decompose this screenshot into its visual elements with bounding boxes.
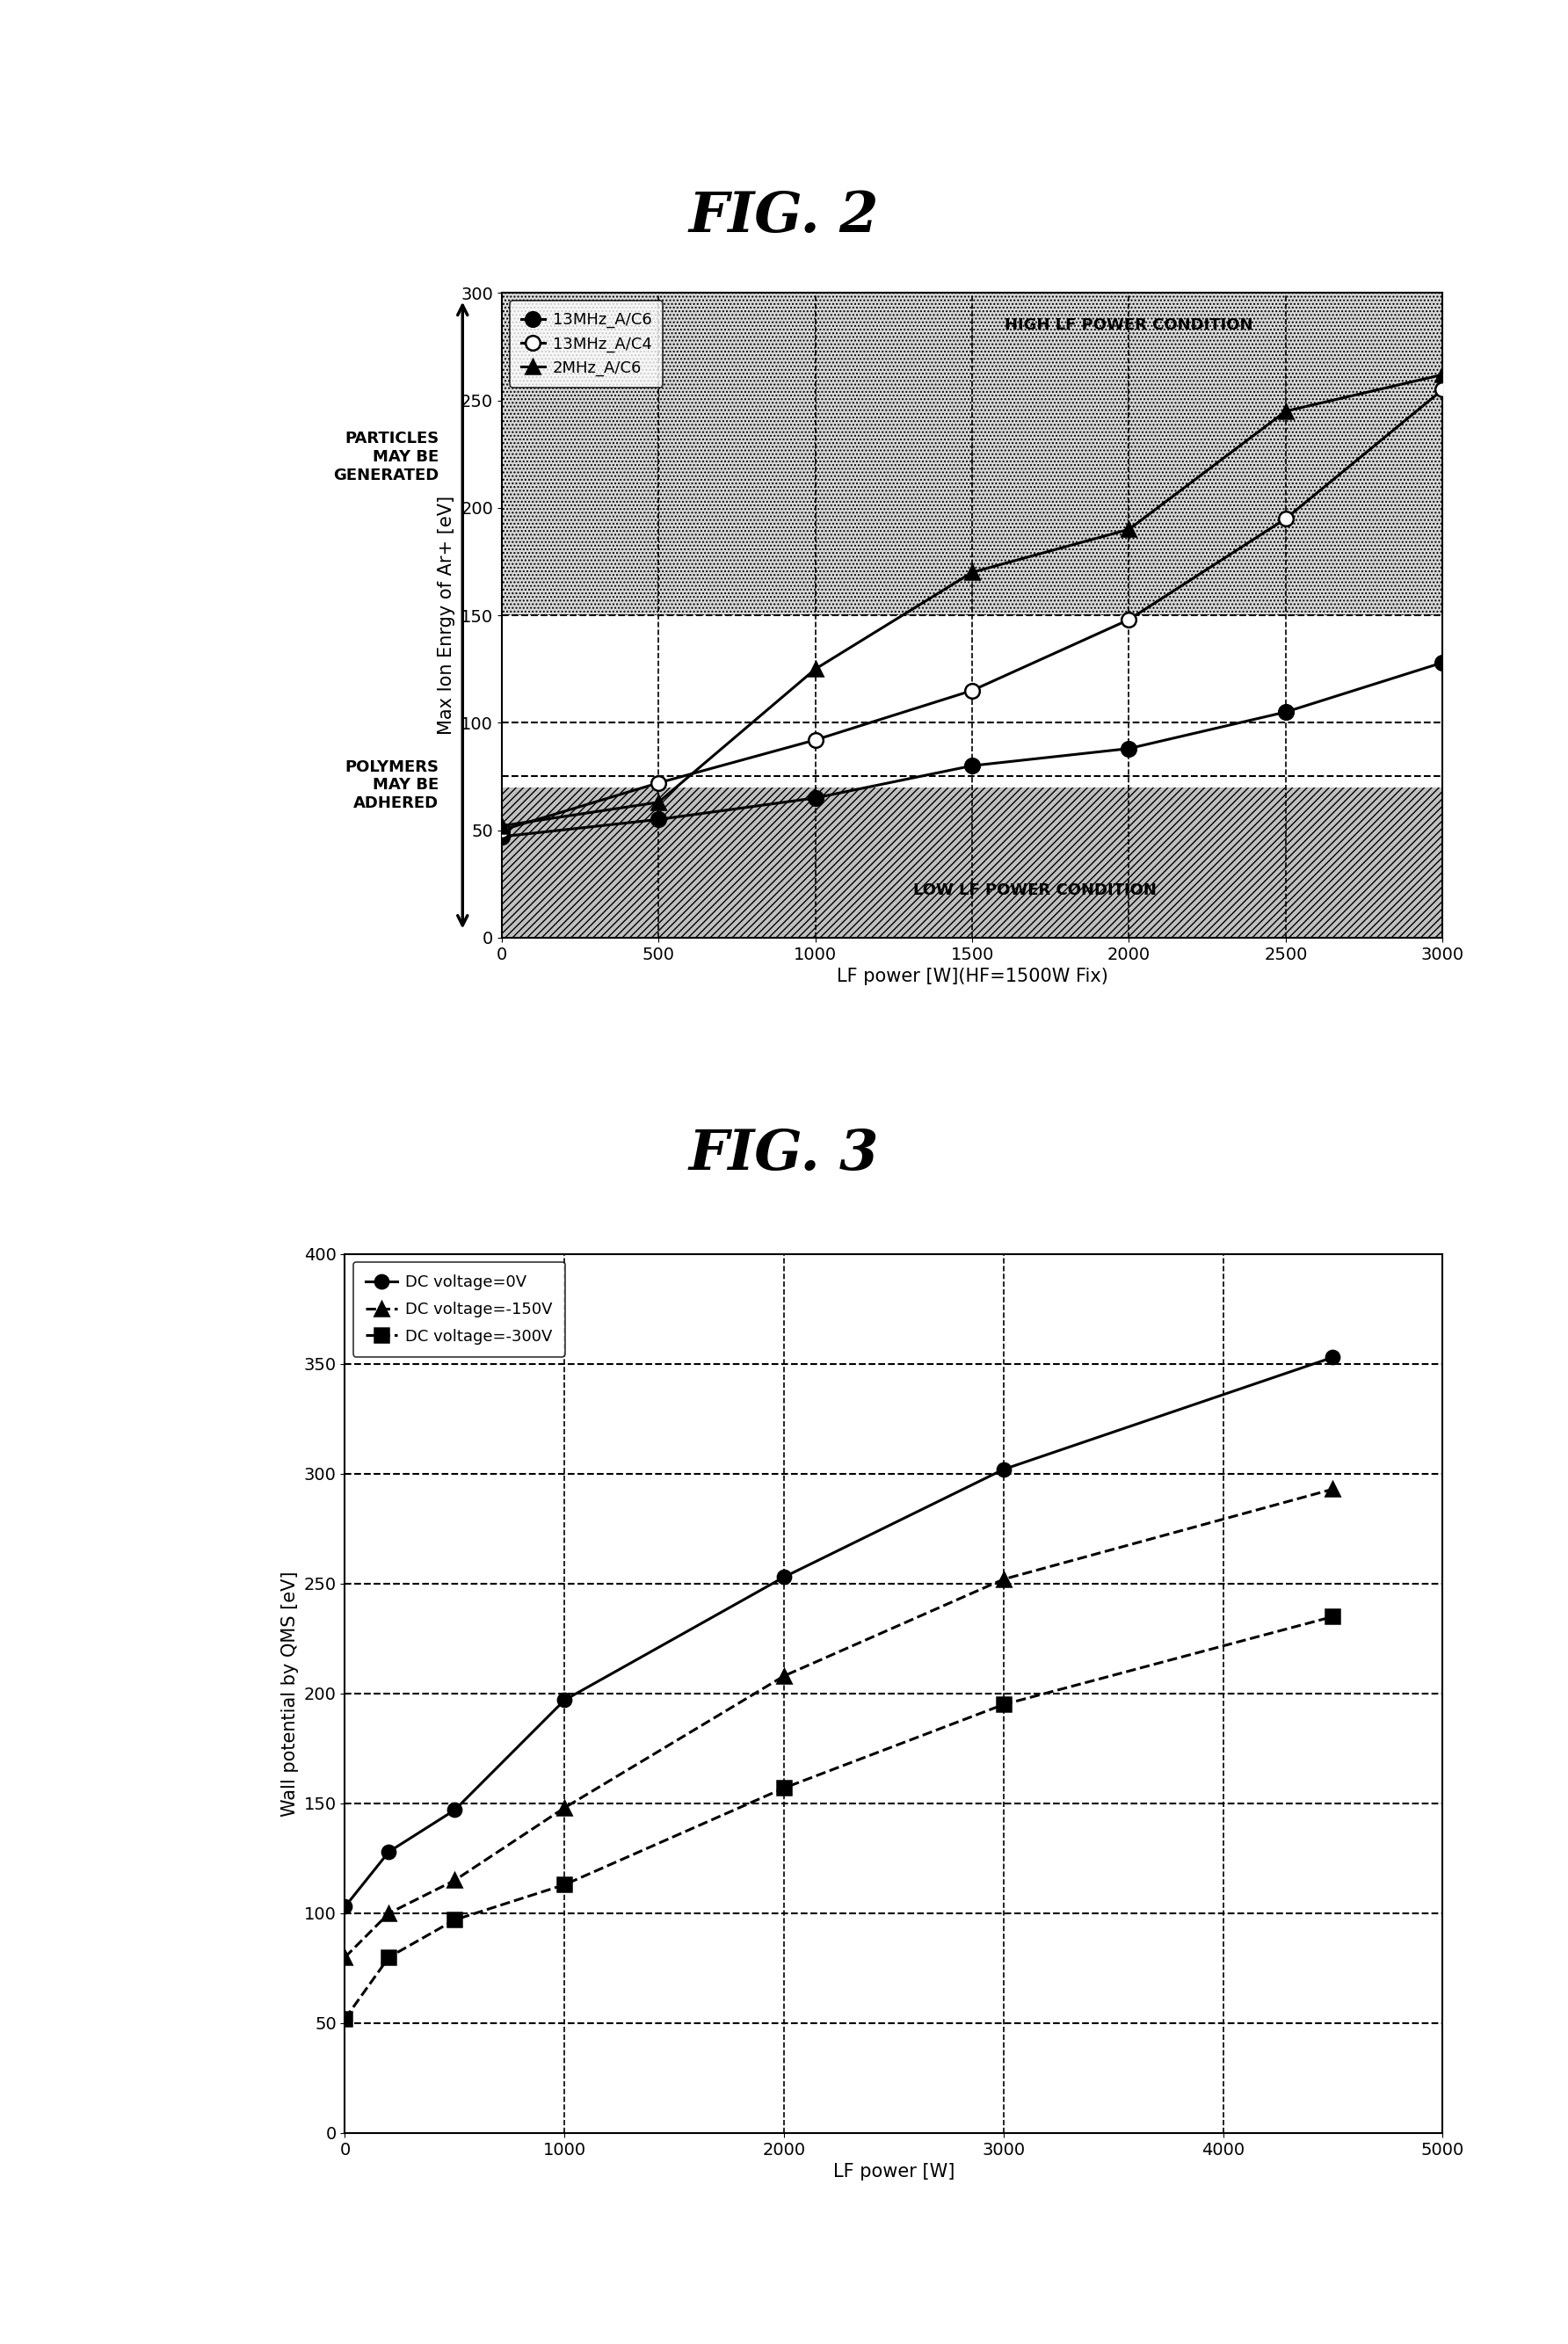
Legend: DC voltage=0V, DC voltage=-150V, DC voltage=-300V: DC voltage=0V, DC voltage=-150V, DC volt… (353, 1261, 564, 1357)
Text: HIGH LF POWER CONDITION: HIGH LF POWER CONDITION (1005, 316, 1253, 333)
Bar (502, 293, 1443, 614)
DC voltage=-300V (1323, 1603, 1342, 1631)
DC voltage=-150V (445, 1866, 464, 1894)
13MHz_A/C6 (1276, 699, 1295, 727)
DC voltage=-150V (379, 1899, 398, 1927)
DC voltage=-300V (445, 1906, 464, 1934)
Line: DC voltage=-300V: DC voltage=-300V (339, 1610, 1339, 2025)
2MHz_A/C6 (492, 811, 511, 839)
Y-axis label: Max Ion Enrgy of Ar+ [eV]: Max Ion Enrgy of Ar+ [eV] (437, 495, 456, 736)
13MHz_A/C6 (492, 823, 511, 851)
DC voltage=0V (445, 1796, 464, 1824)
DC voltage=-150V (1323, 1474, 1342, 1503)
13MHz_A/C6 (806, 783, 825, 811)
13MHz_A/C4 (1120, 605, 1138, 633)
2MHz_A/C6 (806, 654, 825, 682)
Y-axis label: Wall potential by QMS [eV]: Wall potential by QMS [eV] (281, 1570, 299, 1817)
13MHz_A/C4 (492, 816, 511, 844)
DC voltage=0V (775, 1563, 793, 1592)
DC voltage=-150V (336, 1943, 354, 1971)
13MHz_A/C6 (1120, 734, 1138, 762)
X-axis label: LF power [W](HF=1500W Fix): LF power [W](HF=1500W Fix) (836, 968, 1109, 984)
Bar (502, 788, 1443, 938)
2MHz_A/C6 (1120, 516, 1138, 544)
X-axis label: LF power [W]: LF power [W] (833, 2164, 955, 2180)
DC voltage=-300V (994, 1690, 1013, 1718)
13MHz_A/C4 (1433, 375, 1452, 403)
13MHz_A/C4 (649, 769, 668, 797)
DC voltage=-300V (775, 1774, 793, 1803)
DC voltage=0V (336, 1892, 354, 1920)
2MHz_A/C6 (963, 558, 982, 586)
Text: FIG. 2: FIG. 2 (688, 190, 880, 244)
13MHz_A/C4 (1276, 504, 1295, 532)
13MHz_A/C6 (649, 806, 668, 834)
13MHz_A/C6 (1433, 649, 1452, 677)
Text: PARTICLES
MAY BE
GENERATED: PARTICLES MAY BE GENERATED (334, 431, 439, 483)
DC voltage=-300V (336, 2004, 354, 2032)
Bar (502, 788, 1443, 938)
13MHz_A/C4 (963, 677, 982, 706)
Bar (502, 293, 1443, 614)
Line: DC voltage=0V: DC voltage=0V (339, 1350, 1339, 1913)
Line: 2MHz_A/C6: 2MHz_A/C6 (494, 368, 1450, 832)
DC voltage=0V (1323, 1343, 1342, 1371)
Text: POLYMERS
MAY BE
ADHERED: POLYMERS MAY BE ADHERED (345, 759, 439, 811)
13MHz_A/C4 (806, 727, 825, 755)
13MHz_A/C6 (963, 752, 982, 781)
Legend: 13MHz_A/C6, 13MHz_A/C4, 2MHz_A/C6: 13MHz_A/C6, 13MHz_A/C4, 2MHz_A/C6 (510, 300, 663, 387)
DC voltage=-150V (555, 1793, 574, 1821)
DC voltage=-300V (555, 1871, 574, 1899)
2MHz_A/C6 (649, 788, 668, 816)
DC voltage=0V (379, 1838, 398, 1866)
DC voltage=-150V (775, 1662, 793, 1690)
2MHz_A/C6 (1433, 361, 1452, 389)
DC voltage=0V (555, 1685, 574, 1713)
Text: FIG. 3: FIG. 3 (688, 1127, 880, 1181)
Text: LOW LF POWER CONDITION: LOW LF POWER CONDITION (913, 881, 1157, 898)
DC voltage=0V (994, 1456, 1013, 1484)
DC voltage=-150V (994, 1566, 1013, 1594)
Line: DC voltage=-150V: DC voltage=-150V (339, 1481, 1339, 1964)
DC voltage=-300V (379, 1943, 398, 1971)
Line: 13MHz_A/C6: 13MHz_A/C6 (494, 656, 1450, 844)
2MHz_A/C6 (1276, 396, 1295, 424)
Line: 13MHz_A/C4: 13MHz_A/C4 (494, 382, 1450, 837)
